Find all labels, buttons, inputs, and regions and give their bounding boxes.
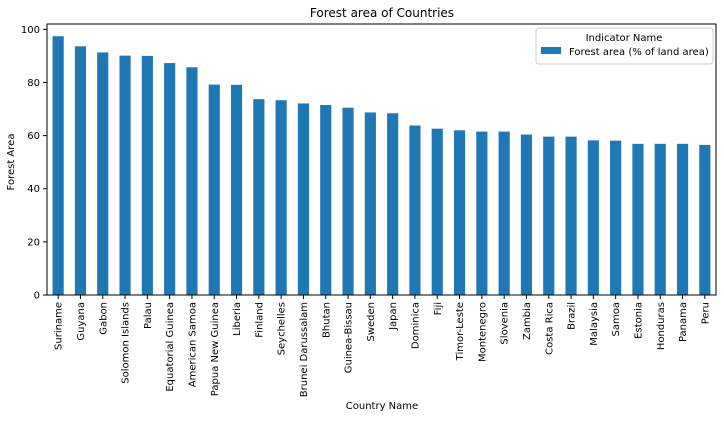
bar xyxy=(208,84,220,295)
bar xyxy=(476,131,488,295)
bar xyxy=(699,144,711,295)
legend: Indicator Name Forest area (% of land ar… xyxy=(535,27,714,65)
x-tick-label: Dominica xyxy=(410,302,421,349)
x-tick-label: Timor-Leste xyxy=(455,302,466,361)
bar xyxy=(520,134,533,295)
bar xyxy=(364,112,376,295)
bar xyxy=(409,125,421,296)
x-tick-label: Brunei Darussalam xyxy=(299,302,310,397)
chart-title: Forest area of Countries xyxy=(310,6,454,20)
bar xyxy=(119,55,131,296)
bar xyxy=(565,136,577,295)
bar xyxy=(543,136,555,295)
bar xyxy=(275,100,287,295)
x-tick-label: Equatorial Guinea xyxy=(165,302,176,392)
y-axis-label: Forest Area xyxy=(6,134,17,191)
y-tick-label: 100 xyxy=(21,25,40,36)
x-tick-label: Papua New Guinea xyxy=(210,302,221,396)
bar xyxy=(587,140,599,295)
axes-layer: 0 20 40 60 80 100 Suriname Guyana Gabon Solomon I… xyxy=(21,23,717,397)
bar xyxy=(387,113,399,296)
bar xyxy=(610,140,622,295)
bar xyxy=(632,143,644,295)
x-tick-label: Honduras xyxy=(656,302,667,350)
x-tick-label: Estonia xyxy=(633,302,644,339)
bar xyxy=(342,107,354,295)
bar xyxy=(654,143,666,295)
plot-frame xyxy=(46,23,717,296)
x-tick-label: Palau xyxy=(143,302,154,329)
bar xyxy=(141,55,153,295)
bar xyxy=(297,103,310,295)
x-tick-label: Guyana xyxy=(76,302,87,341)
bar xyxy=(164,63,176,296)
x-tick-label: Solomon Islands xyxy=(121,302,132,384)
x-tick-label: Panama xyxy=(678,302,689,342)
x-axis-label: Country Name xyxy=(346,401,418,412)
x-tick-label: Suriname xyxy=(54,302,65,350)
y-tick-label: 20 xyxy=(27,237,40,248)
y-tick-label: 80 xyxy=(27,78,40,89)
bar xyxy=(186,67,198,295)
x-tick-label: Sweden xyxy=(366,302,377,342)
x-tick-label: Slovenia xyxy=(500,302,511,345)
x-tick-label: Japan xyxy=(388,302,399,331)
x-tick-label: Liberia xyxy=(232,302,243,336)
bar xyxy=(676,143,689,295)
bar xyxy=(52,36,64,295)
bar xyxy=(498,131,510,295)
legend-series-label: Forest area (% of land area) xyxy=(569,47,709,58)
x-tick-label: Malaysia xyxy=(589,302,600,346)
bar xyxy=(253,99,265,295)
legend-title: Indicator Name xyxy=(586,33,663,44)
x-tick-label: Samoa xyxy=(611,302,622,336)
x-tick-label: Guinea-Bissau xyxy=(344,302,355,373)
x-tick-label: Gabon xyxy=(98,302,109,335)
y-tick-label: 0 xyxy=(34,291,40,302)
x-tick-label: American Samoa xyxy=(187,302,198,387)
bar xyxy=(74,46,87,295)
legend-frame xyxy=(535,27,714,65)
x-tick-label: Finland xyxy=(254,302,265,338)
bar xyxy=(97,52,109,296)
x-tick-label: Zambia xyxy=(522,302,533,340)
y-tick-label: 60 xyxy=(27,131,40,142)
x-tick-label: Brazil xyxy=(567,302,578,330)
bar xyxy=(431,128,443,295)
y-tick-label: 40 xyxy=(27,184,40,195)
bar xyxy=(453,130,466,295)
x-tick-label: Bhutan xyxy=(321,302,332,338)
x-tick-label: Costa Rica xyxy=(544,302,555,355)
x-tick-label: Montenegro xyxy=(477,302,488,362)
x-tick-label: Seychelles xyxy=(277,302,288,355)
bar xyxy=(320,105,332,295)
bars-layer xyxy=(52,36,711,296)
x-tick-label: Peru xyxy=(700,302,711,324)
bar xyxy=(230,84,243,295)
legend-swatch xyxy=(541,47,561,54)
x-tick-label: Fiji xyxy=(433,302,444,315)
